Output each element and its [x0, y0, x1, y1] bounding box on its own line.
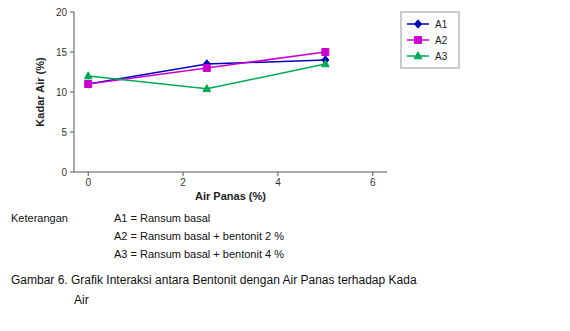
- legend-marker: [414, 52, 422, 59]
- caption: Gambar 6. Grafik Interaksi antara Benton…: [11, 273, 417, 287]
- data-point: [84, 72, 92, 79]
- x-tick: [88, 172, 89, 176]
- data-point: [85, 80, 92, 88]
- y-tick-label: 15: [56, 47, 68, 58]
- annotations: Keterangan A1 = Ransum basal A2 = Ransum b…: [11, 212, 417, 307]
- note-title: Keterangan: [11, 212, 68, 224]
- x-tick: [277, 172, 278, 176]
- plot-area: [84, 49, 329, 92]
- y-tick: [70, 12, 74, 13]
- y-tick-label: 5: [61, 127, 67, 138]
- legend-label: A2: [435, 35, 448, 46]
- legend-box: [401, 12, 459, 68]
- x-tick: [183, 172, 184, 176]
- x-tick: [372, 172, 373, 176]
- y-axis-label: Kadar Air (%): [34, 57, 46, 127]
- x-tick-label: 4: [275, 177, 281, 188]
- legend-marker: [415, 37, 422, 44]
- x-axis-label: Air Panas (%): [195, 190, 266, 202]
- y-tick-label: 0: [61, 167, 67, 178]
- note-line: A3 = Ransum basal + bentonit 4 %: [114, 248, 284, 260]
- x-axis: [74, 172, 387, 173]
- y-tick: [70, 92, 74, 93]
- legend: A1 A2 A3: [401, 12, 459, 68]
- data-point: [85, 81, 92, 88]
- x-tick-label: 0: [85, 177, 91, 188]
- data-point: [203, 85, 211, 92]
- data-point: [322, 49, 329, 56]
- caption: Air: [74, 293, 89, 307]
- data-point: [321, 60, 329, 67]
- data-point: [203, 65, 210, 72]
- legend-label: A1: [435, 19, 448, 30]
- background: [0, 0, 570, 331]
- y-tick: [70, 172, 74, 173]
- note-line: A1 = Ransum basal: [114, 212, 210, 224]
- legend-marker: [415, 20, 422, 28]
- y-tick: [70, 132, 74, 133]
- y-tick-label: 10: [56, 87, 68, 98]
- chart: 0 2 4 6 0 5 10 15 20 Air Panas (%) Kadar Air (%) A1…: [0, 0, 570, 331]
- x-tick-label: 6: [370, 177, 376, 188]
- y-tick-label: 20: [56, 7, 68, 18]
- y-tick: [70, 52, 74, 53]
- legend-label: A3: [435, 51, 448, 62]
- note-line: A2 = Ransum basal + bentonit 2 %: [114, 230, 284, 242]
- x-tick-label: 2: [180, 177, 186, 188]
